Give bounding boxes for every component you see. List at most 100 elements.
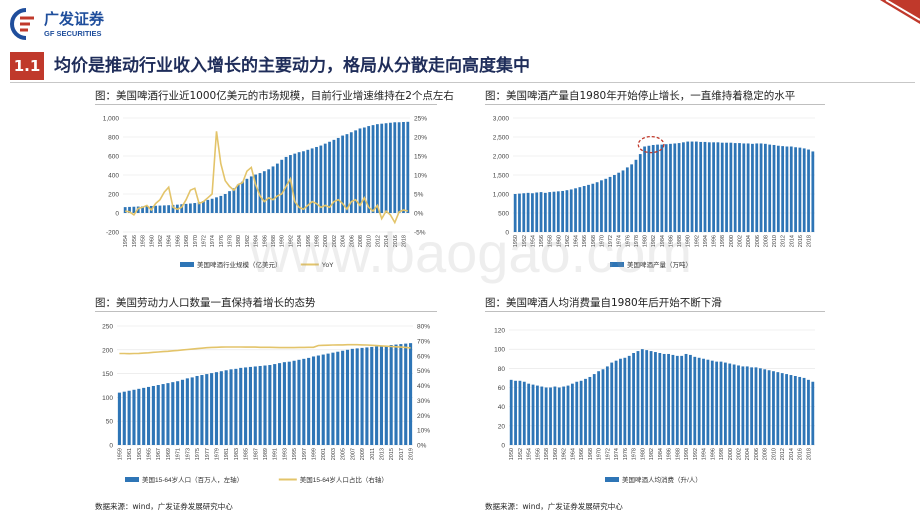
x-tick-label: 2018 [401, 235, 407, 247]
y2-tick-label: 60% [417, 353, 430, 360]
bar [229, 369, 233, 445]
bar [185, 378, 189, 445]
bar [605, 366, 609, 445]
x-tick-label: 1988 [271, 235, 277, 247]
chart1-market-size: -200 0 200 400 600 800 1,000 -5% 0% 5% 10% 15% 20% 25… [103, 116, 428, 270]
x-tick-label: 2006 [349, 235, 355, 247]
y-tick-label: 200 [102, 347, 113, 354]
bar [328, 141, 331, 213]
y2-tick-label: 25% [414, 116, 427, 123]
bar [614, 360, 618, 445]
section-title: 均价是推动行业收入增长的主要动力，格局从分散走向高度集中 [54, 56, 530, 76]
bar [522, 193, 526, 232]
x-tick-label: 2004 [745, 448, 751, 460]
y2-tick-label: 70% [417, 338, 430, 345]
x-tick-label: 1962 [565, 235, 571, 247]
bar [798, 376, 802, 445]
bar [292, 360, 296, 445]
bar [664, 144, 668, 232]
bar [662, 353, 666, 445]
bar [689, 354, 692, 445]
x-tick-label: 2000 [323, 235, 329, 247]
x-tick-label: 1974 [614, 448, 620, 460]
bar [518, 193, 521, 232]
bar [561, 190, 564, 232]
bar [604, 178, 608, 232]
x-tick-label: 1972 [201, 235, 207, 247]
y-tick-label: 200 [108, 192, 119, 199]
bar [575, 381, 579, 445]
y2-tick-label: 80% [417, 324, 430, 331]
bar [224, 370, 228, 445]
bar [128, 206, 131, 213]
x-tick-label: 1954 [527, 448, 533, 460]
x-tick-label: 2010 [772, 235, 778, 247]
x-tick-label: 1950 [509, 448, 515, 460]
x-tick-label: 1989 [263, 448, 269, 460]
bar [345, 134, 349, 213]
bar [627, 355, 631, 445]
bar [117, 392, 121, 445]
bar [389, 122, 392, 213]
bar [789, 146, 793, 232]
x-tick-label: 1996 [710, 448, 716, 460]
x-tick-label: 1964 [574, 235, 580, 247]
bar [393, 122, 397, 213]
y2-tick-label: 0% [414, 211, 424, 218]
bar [219, 195, 223, 213]
y-tick-label: 40 [498, 404, 506, 411]
bar [297, 359, 301, 445]
bar [776, 145, 780, 232]
bar [759, 143, 763, 232]
bar [195, 375, 199, 445]
bar [176, 381, 180, 445]
x-tick-label: 1972 [608, 235, 614, 247]
bar [647, 145, 651, 232]
bar [754, 367, 758, 445]
bar [518, 380, 522, 445]
bar [738, 143, 741, 232]
chart3-title: 图：美国劳动力人口数量一直保持着增长的态势 [95, 297, 316, 309]
bar [768, 144, 772, 232]
x-tick-label: 1960 [556, 235, 562, 247]
x-tick-label: 2012 [375, 235, 381, 247]
bar [384, 123, 388, 213]
bar [703, 141, 707, 232]
x-tick-label: 1992 [693, 448, 699, 460]
bar [531, 384, 535, 445]
x-tick-label: 2009 [360, 448, 366, 460]
x-tick-label: 1958 [548, 235, 554, 247]
bar [249, 176, 253, 213]
bar [595, 182, 599, 232]
x-tick-label: 1980 [640, 448, 646, 460]
x-tick-label: 1990 [684, 448, 690, 460]
bar [557, 387, 561, 445]
bar [166, 383, 170, 445]
x-tick-label: 1986 [262, 235, 268, 247]
bar [154, 205, 158, 213]
bar [654, 352, 657, 445]
bar [570, 383, 574, 445]
bar [293, 153, 297, 213]
x-tick-label: 1998 [315, 235, 321, 247]
bar [526, 192, 530, 232]
x-tick-label: 2001 [321, 448, 327, 460]
x-tick-label: 1998 [719, 448, 725, 460]
x-tick-label: 1978 [228, 235, 234, 247]
bar [732, 364, 736, 445]
x-tick-label: 1956 [132, 235, 138, 247]
bar [715, 361, 719, 445]
bar [513, 194, 517, 232]
x-tick-label: 2002 [332, 235, 338, 247]
legend-label: 美国15-64岁人口占比（右轴） [300, 475, 388, 484]
x-tick-label: 1968 [184, 235, 190, 247]
bar [223, 194, 227, 213]
x-tick-label: 1966 [582, 235, 588, 247]
bar [370, 346, 374, 445]
x-tick-label: 1975 [195, 448, 201, 460]
x-tick-label: 2014 [789, 448, 795, 460]
x-tick-label: 1994 [703, 235, 709, 247]
x-tick-label: 1954 [530, 235, 536, 247]
bar [632, 353, 635, 445]
bar [367, 126, 371, 213]
